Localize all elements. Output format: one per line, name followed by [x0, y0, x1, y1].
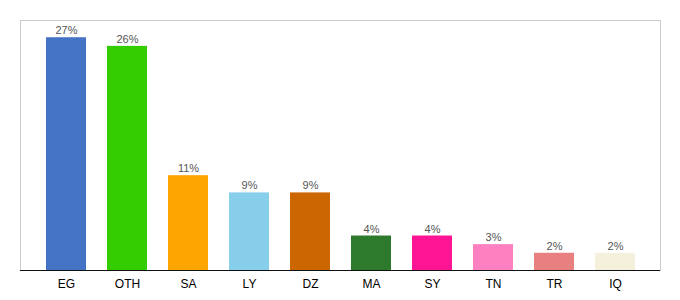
svg-text:3%: 3%: [486, 231, 502, 243]
svg-text:9%: 9%: [242, 179, 258, 191]
svg-text:IQ: IQ: [609, 277, 622, 291]
svg-text:EG: EG: [58, 277, 75, 291]
svg-text:2%: 2%: [608, 240, 624, 252]
svg-text:4%: 4%: [425, 223, 441, 235]
svg-text:26%: 26%: [116, 33, 138, 45]
svg-text:TN: TN: [486, 277, 502, 291]
svg-text:27%: 27%: [55, 24, 77, 36]
svg-text:9%: 9%: [303, 179, 319, 191]
svg-text:SY: SY: [424, 277, 440, 291]
svg-text:MA: MA: [363, 277, 381, 291]
svg-text:2%: 2%: [547, 240, 563, 252]
svg-text:4%: 4%: [364, 223, 380, 235]
svg-text:OTH: OTH: [115, 277, 140, 291]
svg-text:SA: SA: [180, 277, 196, 291]
svg-text:DZ: DZ: [303, 277, 319, 291]
svg-text:LY: LY: [243, 277, 257, 291]
svg-text:TR: TR: [547, 277, 563, 291]
svg-text:11%: 11%: [178, 162, 199, 174]
